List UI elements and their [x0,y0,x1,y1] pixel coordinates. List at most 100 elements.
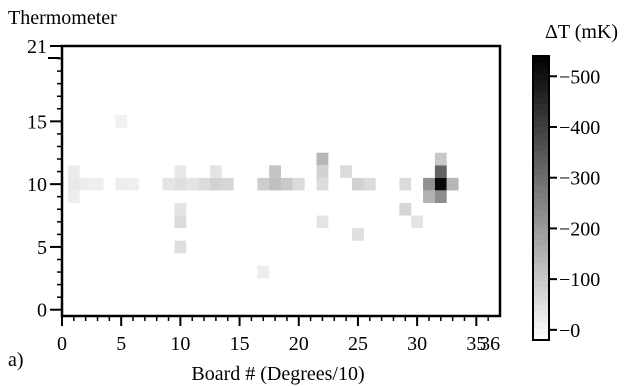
colorbar-tick-label: −200 [559,218,600,240]
heatmap-cell [411,215,424,229]
heatmap-cell [316,165,329,178]
colorbar-swatch [533,322,549,329]
heatmap-cell [281,177,293,191]
colorbar-swatch [533,245,549,252]
heatmap-cell [174,165,187,178]
heatmap-cell [316,215,329,229]
colorbar-label: ΔT (mK) [545,21,618,43]
plot-frame [60,44,502,318]
colorbar-swatch [533,121,549,128]
heatmap-cell [434,177,447,191]
colorbar-swatch [533,168,549,175]
heatmap-cell [292,177,305,191]
heatmap-cell [221,177,234,191]
heatmap-cell [79,177,92,191]
x-tick-label: 5 [116,333,126,355]
colorbar-swatch [533,103,549,110]
colorbar-swatch [533,115,549,122]
colorbar-swatch [533,85,549,92]
heatmap-cell [446,177,459,191]
y-tick-label: 21 [27,36,47,58]
colorbar-swatch [533,274,549,282]
heatmap-cell [198,177,210,191]
heatmap-cell [115,177,128,191]
colorbar-swatch [533,186,549,193]
y-axis-label: Thermometer [8,7,117,29]
heatmap-cell [67,190,80,203]
colorbar: −0 −100 −200 −300 −400 −500 [532,55,600,342]
x-axis-label: Board # (Degrees/10) [191,363,364,385]
x-tick-label: 35 [466,333,486,355]
heatmap-cell [352,228,364,241]
heatmap-cell [162,177,175,191]
y-tick-label: 0 [37,300,47,322]
heatmap-cells [67,115,459,279]
y-tick-label: 5 [37,237,47,259]
x-tick-label: 15 [230,333,250,355]
heatmap-cell [257,177,270,191]
heatmap-cell [67,165,80,178]
heatmap-cell [269,165,281,178]
heatmap-cell [209,177,222,191]
x-tick-label: 30 [407,333,427,355]
colorbar-swatch [533,298,549,305]
colorbar-swatch [533,56,549,63]
heatmap-cell [434,152,447,166]
colorbar-swatch [533,286,549,294]
colorbar-swatch [533,328,549,335]
colorbar-swatch [533,91,549,98]
colorbar-swatch [533,209,549,217]
colorbar-swatch [533,316,549,323]
colorbar-swatch [533,61,549,69]
heatmap-cell [340,165,353,178]
heatmap-cell [269,177,281,191]
heatmap-cell [91,177,104,191]
colorbar-swatch [533,233,549,240]
colorbar-swatch [533,127,549,134]
colorbar-swatch [533,73,549,81]
heatmap-cell [434,190,447,203]
heatmap-cell [363,177,376,191]
colorbar-swatch [533,227,549,234]
colorbar-swatch [533,192,549,199]
heatmap-cell [174,177,187,191]
heatmap-cell [316,152,329,166]
x-tick-label: 0 [57,333,67,355]
colorbar-tick-label: −0 [559,320,580,342]
colorbar-swatch [533,221,549,229]
heatmap-cell [352,177,364,191]
heatmap-cell [186,177,199,191]
colorbar-swatch [533,280,549,288]
colorbar-swatch [533,269,549,276]
x-tick-label: 36 [480,333,500,355]
colorbar-swatch [533,304,549,311]
heatmap-cell [127,177,139,191]
x-tick-label: 10 [170,333,190,355]
colorbar-swatch [533,215,549,223]
colorbar-swatch [533,239,549,246]
colorbar-tick-label: −500 [559,66,600,88]
colorbar-swatch [533,132,549,140]
heatmap-cell [174,240,187,254]
heatmap-cell [67,177,80,191]
heatmap-cell [423,177,435,191]
heatmap-cell [115,115,128,128]
heatmap-cell [174,202,187,216]
colorbar-swatch [533,263,549,270]
colorbar-swatch [533,257,549,264]
colorbar-swatch [533,251,549,258]
colorbar-swatch [533,144,549,152]
colorbar-swatch [533,180,549,187]
heatmap-cell [174,215,187,229]
heatmap-cell [399,202,412,216]
colorbar-tick-label: −400 [559,117,600,139]
y-tick-label: 15 [27,111,47,133]
colorbar-swatch [533,174,549,181]
colorbar-swatch [533,97,549,104]
heatmap-cell [399,177,412,191]
colorbar-swatch [533,156,549,163]
colorbar-swatch [533,198,549,205]
colorbar-swatch [533,67,549,75]
